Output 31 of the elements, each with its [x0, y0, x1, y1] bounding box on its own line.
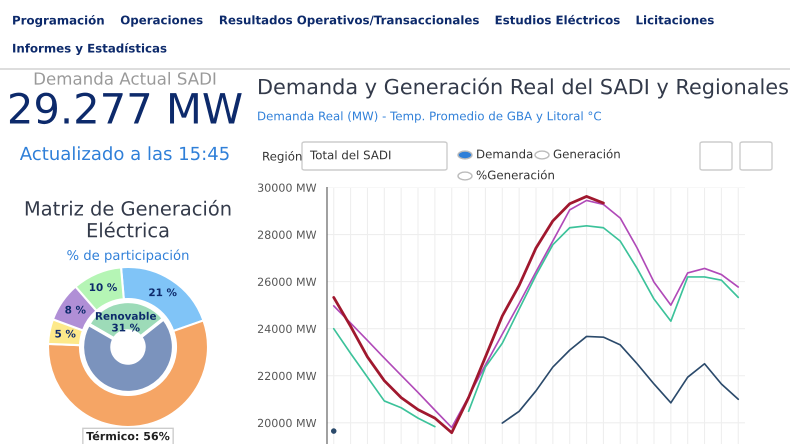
chart-subtitle: % de participación	[67, 249, 188, 263]
text: Demanda Actual SADI	[34, 72, 216, 85]
y-tick-label: 20000 MW	[258, 418, 316, 428]
text: 29.277 MW	[10, 92, 242, 124]
data-label: Renovable 31 %	[96, 312, 156, 332]
text: Licitaciones	[636, 15, 714, 24]
text: Total del SADI	[310, 150, 390, 160]
text: Resultados Operativos/Transaccionales	[220, 15, 479, 27]
data-label: 5 %	[55, 330, 76, 338]
y-tick-label: 30000 MW	[258, 183, 316, 192]
text: Estudios Eléctricos	[496, 14, 620, 24]
y-tick-label: 22000 MW	[258, 372, 316, 380]
text: Región	[263, 151, 302, 163]
text: %Generación	[476, 170, 554, 180]
chart-title: Demanda y Generación Real del SADI y Regionales	[259, 78, 788, 98]
text: Actualizado a las 15:45	[20, 146, 229, 160]
data-label: 10 %	[90, 283, 117, 292]
text: Demanda	[477, 149, 532, 158]
y-tick-label: 26000 MW	[258, 278, 316, 286]
y-tick-label: 24000 MW	[258, 324, 316, 334]
text: Generación	[554, 148, 620, 158]
text: Operaciones	[120, 15, 203, 27]
text: Térmico: 56%	[86, 431, 170, 440]
y-tick-label: 28000 MW	[258, 230, 316, 239]
data-label: 8 %	[65, 306, 86, 314]
text: Programación	[13, 15, 104, 27]
chart-subtitle: Demanda Real (MW) - Temp. Promedio de GBA y Litoral °C	[258, 111, 601, 123]
chart-title: Matriz de Generación Eléctrica	[26, 200, 230, 238]
data-label: 21 %	[149, 288, 177, 296]
line-series	[332, 195, 605, 434]
text: Informes y Estadísticas	[13, 43, 166, 55]
